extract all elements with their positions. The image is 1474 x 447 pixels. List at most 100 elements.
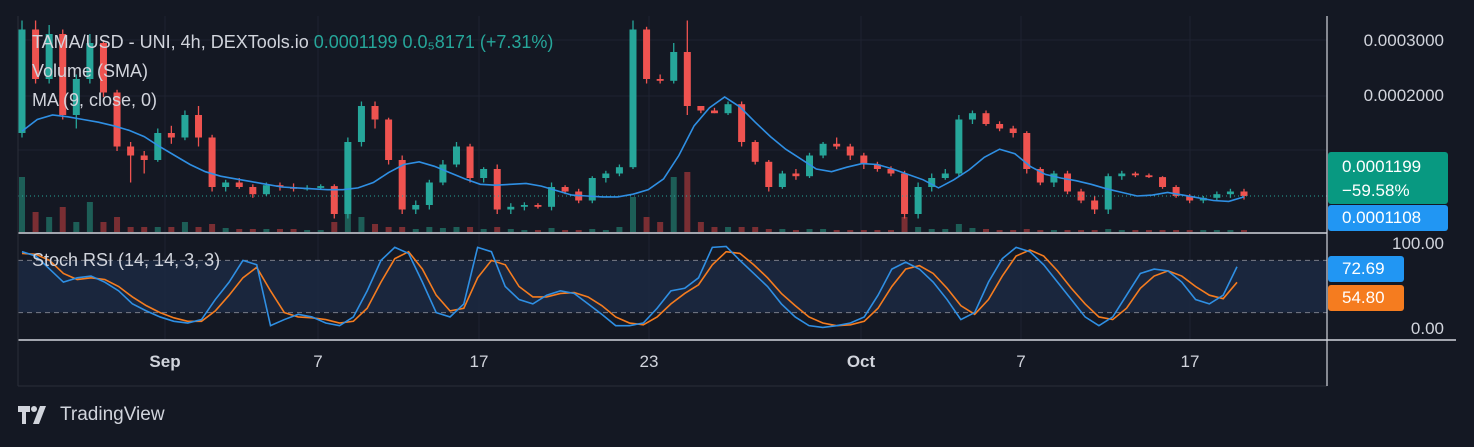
stoch-k-line [21, 245, 1238, 329]
last-change-value: −59.58% [1342, 181, 1410, 200]
candle-body [534, 205, 542, 207]
volume-bar [304, 230, 311, 232]
candle-body [629, 29, 637, 168]
volume-bar [602, 230, 609, 232]
volume-bar [467, 227, 474, 232]
candle-body [195, 115, 203, 138]
volume-bar [399, 227, 406, 232]
volume-bar [494, 227, 501, 232]
volume-bar [901, 217, 908, 232]
volume-bar [915, 227, 922, 232]
volume-bar [358, 217, 365, 232]
volume-bar [439, 228, 446, 232]
time-tick: Oct [846, 352, 876, 371]
tradingview-brand[interactable]: TradingView [18, 404, 165, 426]
volume-bar [1145, 230, 1152, 232]
volume-bar [331, 222, 338, 232]
d-badge: 54.80 [1328, 285, 1404, 311]
volume-bar [955, 224, 962, 232]
candle-body [480, 169, 488, 178]
price-tick: 0.0002000 [1363, 86, 1444, 105]
volume-bar [507, 229, 514, 232]
last-price-badge: 0.0001199 −59.58% [1328, 152, 1448, 204]
candle-body [371, 106, 379, 120]
volume-bar [589, 229, 596, 232]
candle-body [819, 143, 827, 156]
volume-bar [1118, 230, 1125, 232]
volume-bar [697, 222, 704, 232]
candle-body [860, 155, 868, 165]
volume-bar [249, 229, 256, 232]
candle-body [833, 143, 841, 147]
brand-label: TradingView [60, 404, 165, 425]
candle-body [955, 119, 963, 174]
ma-legend: MA (9, close, 0) [32, 90, 158, 110]
volume-bar [1132, 230, 1139, 232]
candle-body [710, 110, 718, 114]
candle-body [154, 133, 162, 160]
volume-bar [168, 227, 175, 232]
grid [18, 16, 1327, 340]
candle-body [1104, 176, 1112, 210]
volume-bar [765, 229, 772, 232]
candle-body [385, 119, 393, 160]
legend-change: 0.0₅8171 (+7.31%) [402, 32, 554, 52]
volume-bar [73, 222, 80, 232]
volume-bar [996, 230, 1003, 232]
volume-bar [385, 227, 392, 232]
volume-bar [19, 177, 25, 232]
volume-bar [32, 212, 39, 232]
candle-body [588, 178, 596, 201]
candlesticks [18, 20, 1327, 219]
candle-body [18, 29, 26, 133]
volume-bar [860, 230, 867, 232]
volume-bar [534, 230, 541, 232]
volume-bar [1241, 230, 1247, 232]
volume-bar [1078, 230, 1085, 232]
volume-bar [195, 227, 202, 232]
stoch-tick: 0.00 [1410, 319, 1444, 338]
candle-body [439, 164, 447, 183]
volume-bar [887, 230, 894, 232]
volume-bar [426, 227, 433, 232]
candle-body [982, 113, 990, 124]
time-tick: 17 [469, 352, 489, 371]
candle-body [249, 187, 257, 195]
stoch-lines [21, 245, 1238, 329]
candle-body [765, 161, 773, 187]
candle-body [643, 29, 651, 79]
volume-bar [1091, 230, 1098, 232]
volume-bar [630, 197, 636, 232]
volume-bar [616, 227, 623, 232]
candle-body [602, 173, 610, 178]
volume-bar [1064, 230, 1071, 232]
candle-body [1077, 191, 1085, 201]
candle-body [59, 34, 67, 115]
candle-body [262, 185, 270, 195]
candle-body [113, 92, 121, 147]
symbol-label: TAMA/USD - UNI, 4h, DEXTools.io [32, 32, 309, 52]
candle-body [1063, 173, 1071, 192]
candle-body [615, 167, 623, 174]
volume-bar [643, 217, 650, 232]
candle-body [86, 43, 94, 79]
time-tick: 17 [1180, 352, 1200, 371]
candle-body [996, 124, 1004, 129]
volume-bar [670, 177, 677, 232]
candle-body [724, 104, 732, 114]
volume-bar [412, 229, 419, 232]
candle-body [317, 186, 325, 188]
volume-bar [59, 207, 66, 232]
candle-body [806, 155, 814, 177]
volume-bar [779, 229, 786, 232]
candle-body [928, 178, 936, 187]
volume-bar [86, 202, 93, 232]
volume-bar [942, 229, 949, 232]
volume-bar [141, 227, 148, 232]
volume-bar [344, 210, 351, 232]
last-price-value: 0.0001199 [1342, 157, 1422, 176]
volume-bar [738, 227, 745, 232]
candle-body [901, 173, 909, 214]
candle-body [670, 52, 678, 81]
